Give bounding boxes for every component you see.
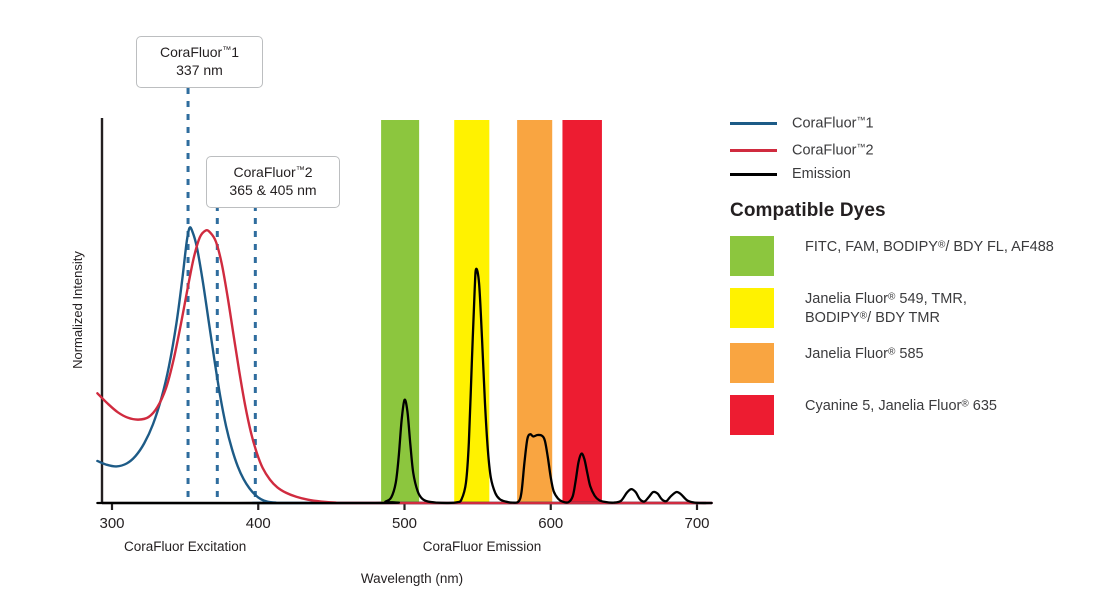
axis-section-label: CoraFluor Excitation <box>124 539 246 554</box>
curve-corafluor2 <box>96 229 713 505</box>
orange-band <box>517 120 553 503</box>
yellow-band <box>454 120 490 503</box>
legend-label-emission: Emission <box>792 166 851 182</box>
trademark-icon: ™ <box>856 114 866 125</box>
legend-label-corafluor1: CoraFluor™1 <box>792 114 874 132</box>
trademark-icon: ™ <box>856 141 866 152</box>
callout-cf1-suffix: 1 <box>231 44 240 60</box>
callout-corafluor1: CoraFluor™1 337 nm <box>136 36 263 89</box>
trademark-icon: ™ <box>222 44 232 55</box>
x-tick-label: 600 <box>538 515 563 532</box>
dye-color-swatch <box>730 236 774 276</box>
dye-color-swatch <box>730 288 774 328</box>
dye-label: Cyanine 5, Janelia Fluor® 635 <box>805 398 997 414</box>
callout-cf1-name: CoraFluor <box>159 44 223 60</box>
callout-cf1-line1: CoraFluor™1 <box>147 44 252 62</box>
legend-item-corafluor1: CoraFluor™1 <box>730 114 874 132</box>
trademark-icon: ™ <box>295 164 305 175</box>
curve-corafluor1 <box>96 226 713 505</box>
x-axis-title: Wavelength (nm) <box>361 571 463 586</box>
x-tick-label: 500 <box>392 515 417 532</box>
registered-icon: ® <box>859 310 868 322</box>
spectra-curves <box>96 226 713 505</box>
registered-icon: ® <box>888 291 896 303</box>
registered-icon: ® <box>888 346 896 358</box>
legend-item-emission: Emission <box>730 165 851 183</box>
callout-cf1-line2: 337 nm <box>176 61 223 78</box>
legend-line-swatch <box>730 172 777 176</box>
legend-label-corafluor2: CoraFluor™2 <box>792 141 874 159</box>
registered-icon: ® <box>937 239 946 251</box>
legend-line-swatch <box>730 121 777 125</box>
dye-color-swatch <box>730 395 774 435</box>
callout-cf2-name: CoraFluor <box>233 164 296 180</box>
dye-color-swatch <box>730 343 774 383</box>
registered-icon: ® <box>961 398 969 410</box>
legend-item-corafluor2: CoraFluor™2 <box>730 141 874 159</box>
callout-cf2-suffix: 2 <box>304 164 313 180</box>
y-axis-title: Normalized Intensity <box>70 251 85 369</box>
legend-line-swatch <box>730 148 777 152</box>
curve-emission <box>96 267 713 505</box>
callout-cf2-line2: 365 & 405 nm <box>229 181 317 198</box>
dye-label: Janelia Fluor® 585 <box>805 346 924 362</box>
callout-corafluor2: CoraFluor™2 365 & 405 nm <box>206 156 340 209</box>
side-panel: CoraFluor™1 CoraFluor™2 Emission Compati… <box>726 0 1110 612</box>
compatible-dyes-heading: Compatible Dyes <box>730 200 886 221</box>
x-tick-label: 700 <box>684 515 709 532</box>
x-tick-label: 400 <box>246 515 271 532</box>
dye-row: Janelia Fluor® 549, TMR, BODIPY®/ BDY TMR <box>730 288 967 328</box>
dye-label: Janelia Fluor® 549, TMR, BODIPY®/ BDY TMR <box>805 291 967 327</box>
dye-row: Janelia Fluor® 585 <box>730 343 924 383</box>
axis-labels: 300 400 500 600 700 CoraFluor Excitation CoraF… <box>70 251 710 586</box>
spectra-plot: 300 400 500 600 700 CoraFluor Excitation CoraF… <box>70 88 713 586</box>
x-tick-label: 300 <box>99 515 124 532</box>
excitation-marker-lines <box>186 88 257 503</box>
wavelength-bands <box>381 120 602 503</box>
chart-area: 300 400 500 600 700 CoraFluor Excitation CoraF… <box>70 36 713 586</box>
axis-section-label: CoraFluor Emission <box>423 539 542 554</box>
dye-row: Cyanine 5, Janelia Fluor® 635 <box>730 395 997 435</box>
dye-row: FITC, FAM, BODIPY®/ BDY FL, AF488 <box>730 236 1054 276</box>
dye-label: FITC, FAM, BODIPY®/ BDY FL, AF488 <box>805 239 1054 255</box>
red-band <box>562 120 602 503</box>
callout-cf2-line1: CoraFluor™2 <box>217 164 329 182</box>
